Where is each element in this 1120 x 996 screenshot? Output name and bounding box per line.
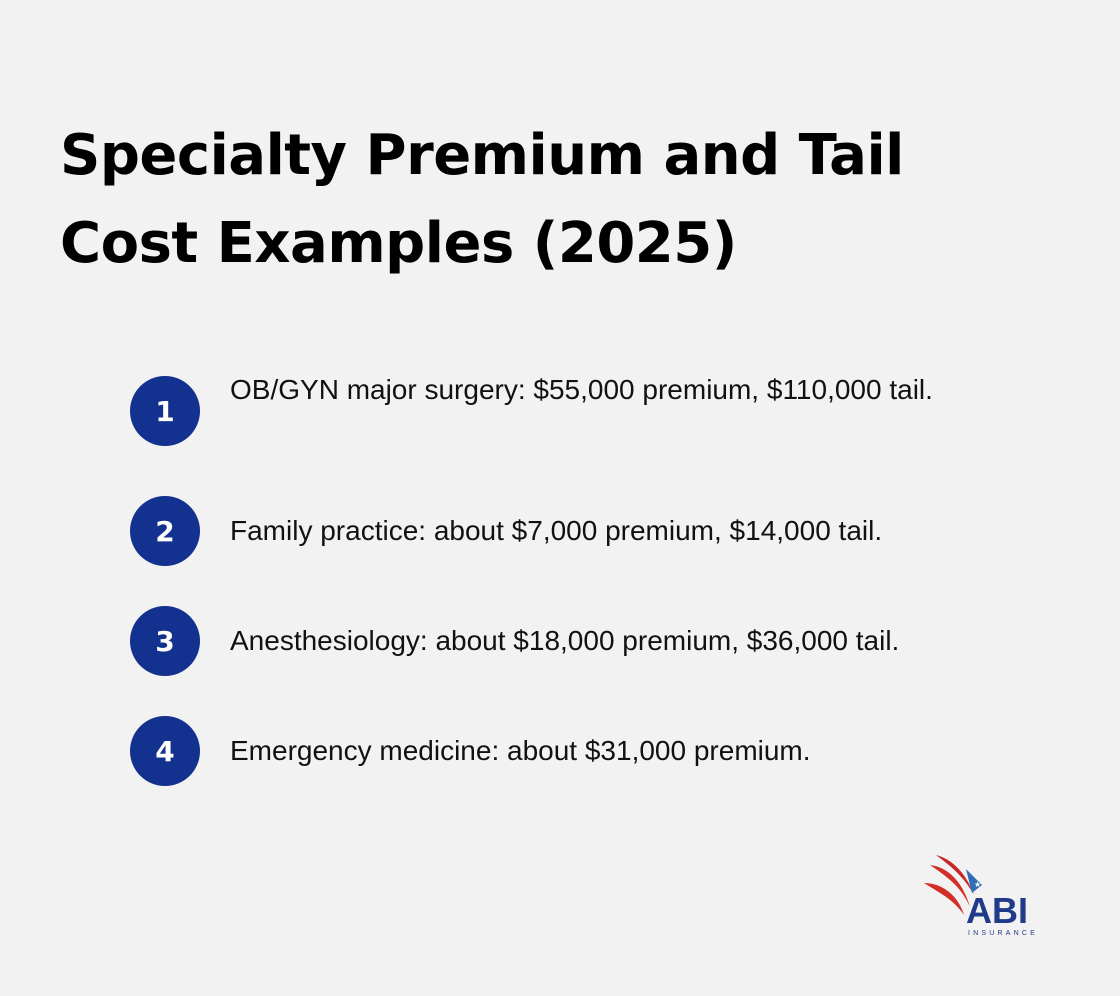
svg-text:ABI: ABI (966, 890, 1028, 931)
item-text: Emergency medicine: about $31,000 premiu… (230, 735, 811, 766)
flag-swoosh-icon: ★ ABI INSURANCE (924, 855, 1038, 937)
number-badge: 4 (130, 716, 200, 786)
svg-text:INSURANCE: INSURANCE (968, 930, 1038, 937)
item-text: Anesthesiology: about $18,000 premium, $… (230, 625, 900, 656)
number-badge: 2 (130, 496, 200, 566)
item-text: Family practice: about $7,000 premium, $… (230, 515, 883, 546)
number-badge: 3 (130, 606, 200, 676)
number-badge: 1 (130, 376, 200, 446)
abi-insurance-logo: ★ ABI INSURANCE (922, 855, 1062, 940)
svg-text:★: ★ (974, 880, 981, 889)
page-title: Specialty Premium and Tail Cost Examples… (60, 112, 1060, 288)
title-line-1: Specialty Premium and Tail (60, 123, 904, 188)
item-text: OB/GYN major surgery: $55,000 premium, $… (230, 374, 933, 405)
title-line-2: Cost Examples (2025) (60, 211, 737, 276)
